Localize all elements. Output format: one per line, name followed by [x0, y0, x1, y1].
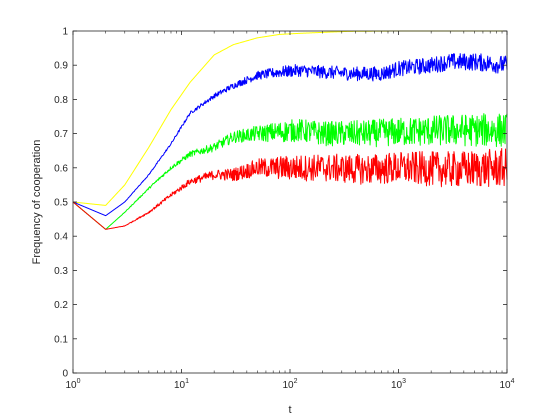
y-tick-label: 0	[62, 369, 68, 380]
x-tick-label: 104	[499, 378, 514, 391]
y-tick-label: 0.1	[54, 334, 68, 345]
x-tick-label: 100	[65, 378, 80, 391]
x-tick-label: 103	[391, 378, 406, 391]
y-tick-label: 0.3	[54, 266, 68, 277]
series-line-2	[72, 113, 508, 230]
y-tick-label: 0.4	[54, 232, 68, 243]
series-line-1	[72, 53, 508, 217]
y-tick-label: 0.8	[54, 95, 68, 106]
y-tick-label: 0.9	[54, 61, 68, 72]
x-tick-label: 102	[282, 378, 297, 391]
y-axis-label: Frequency of cooperation	[31, 140, 43, 265]
x-tick-label: 101	[174, 378, 189, 391]
y-tick-label: 0.6	[54, 163, 68, 174]
series-line-3	[72, 148, 508, 230]
tick-layer: 0 0.1 0.2 0.3 0.4 0.5 0.6 0.7 0.8 0.9 1 100 101 102 10…	[54, 27, 515, 392]
y-tick-label: 0.5	[54, 198, 68, 209]
y-tick-label: 0.2	[54, 300, 68, 311]
plot-area	[73, 31, 507, 373]
x-axis-label: t	[288, 404, 291, 416]
y-tick-label: 1	[62, 27, 68, 38]
y-tick-label: 0.7	[54, 129, 68, 140]
